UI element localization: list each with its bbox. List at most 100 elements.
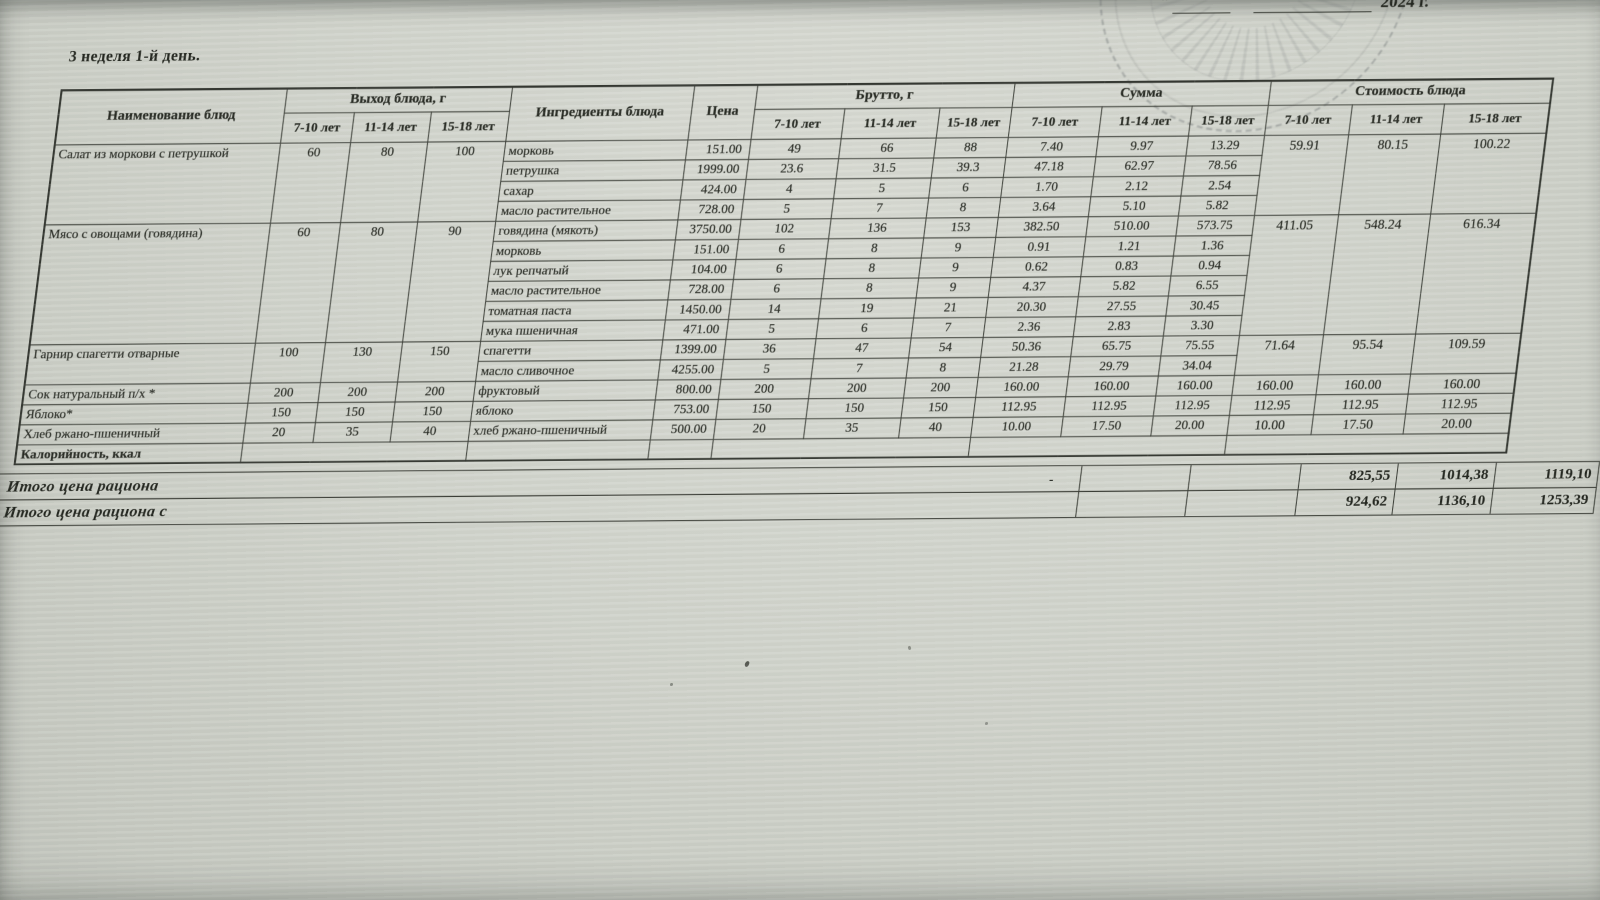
cell-num: 8 [825, 237, 924, 259]
cell-out: 130 [320, 341, 403, 383]
cell-num: 160.00 [1155, 374, 1234, 396]
cell-num: 8 [905, 356, 981, 378]
cell-ing: морковь [502, 139, 688, 161]
cell-num: 112.95 [972, 396, 1066, 417]
cell-num: 29.79 [1067, 355, 1161, 377]
cell-out: 200 [247, 382, 321, 403]
cell-num: 5.10 [1087, 195, 1181, 217]
cell-num: 6 [928, 176, 1003, 198]
cell-num [967, 434, 1227, 457]
cell-price: 728.00 [677, 198, 744, 220]
col-header-sum: Сумма [1011, 80, 1271, 107]
menu-table-body: Салат из моркови с петрушкой 60 80 100 морко… [14, 132, 1547, 465]
cell-num: 36 [722, 338, 816, 359]
cell-num: 20.30 [985, 296, 1078, 317]
cell-num: 47 [813, 337, 911, 359]
cell-ing: масло сливочное [475, 359, 660, 381]
cell-out: 150 [397, 340, 481, 382]
cell-cost: 160.00 [1231, 374, 1319, 395]
cell-num: 0.91 [992, 236, 1086, 257]
cell-out: 200 [317, 381, 398, 403]
cell-num: 34.04 [1157, 354, 1237, 376]
cell-ing: спагетти [477, 339, 663, 361]
quote-mark: " [1158, 0, 1172, 11]
col-header-brutto: Брутто, г [754, 82, 1015, 109]
cell-num: 4.37 [987, 276, 1081, 297]
cell-num: 6 [735, 238, 829, 259]
cell-num: 7 [830, 197, 929, 219]
cell-num: 31.5 [835, 157, 934, 179]
totals-value-7-10: 924,62 [1294, 489, 1395, 516]
cell-ing: лук репчатый [487, 259, 673, 281]
cell-ing: говядина (мякоть) [492, 219, 678, 241]
age-col-header: 11-14 лет [350, 111, 432, 143]
totals-value-11-14: 1136,10 [1391, 488, 1493, 515]
cell-cost: 160.00 [1315, 373, 1411, 395]
cell-price: 500.00 [649, 418, 716, 440]
cell-num: 78.56 [1182, 154, 1262, 176]
cell-num: 8 [823, 257, 921, 279]
totals-value-11-14: 1014,38 [1394, 462, 1496, 489]
cell-price: 104.00 [669, 258, 736, 280]
cell-num: 150 [900, 396, 976, 418]
cell-num: 47.18 [1002, 156, 1096, 177]
cell-num: 66 [838, 137, 936, 159]
cell-num: 5 [740, 198, 834, 219]
cell-num: 0.94 [1170, 254, 1250, 276]
cell-cost: 100.22 [1430, 132, 1547, 214]
cell-num: 27.55 [1075, 295, 1168, 317]
stray-dash-mark: - [1048, 470, 1055, 486]
cell-cost: 112.95 [1405, 392, 1514, 414]
cell-out: 150 [315, 401, 395, 423]
cell-num: 88 [933, 136, 1008, 158]
cell-out: 150 [244, 402, 318, 423]
cell-num: 75.55 [1160, 334, 1239, 356]
cell-ing: сахар [497, 179, 683, 201]
cell-num: 1.21 [1082, 235, 1176, 257]
cell-num: 5.82 [1177, 194, 1257, 216]
age-col-header: 7-10 лет [1007, 106, 1102, 137]
cell-num: 13.29 [1185, 134, 1265, 156]
cell-cost: 616.34 [1415, 212, 1537, 334]
cell-out: 100 [417, 140, 506, 222]
cell-num: 112.95 [1152, 394, 1232, 416]
cell-price: 1399.00 [659, 338, 726, 360]
totals-empty-cell [1187, 464, 1301, 491]
cell-dish: Яблоко* [19, 402, 248, 425]
paper-speck [670, 683, 673, 686]
cell-num: 20 [712, 418, 806, 439]
cell-ing [465, 439, 650, 461]
cell-price: 4255.00 [657, 358, 723, 380]
cell-num: 49 [748, 138, 841, 159]
cell-num: 2.83 [1072, 315, 1166, 337]
cell-price: 3750.00 [674, 218, 741, 240]
totals-label-text: Итого цена рациона с [2, 502, 169, 521]
cell-out: 20 [242, 422, 316, 443]
cell-num: 30.45 [1165, 294, 1245, 316]
cell-out: 60 [270, 142, 351, 223]
year-label: 2024 г. [1379, 0, 1431, 12]
totals-value-7-10: 825,55 [1297, 463, 1398, 490]
cell-num: 153 [923, 216, 998, 238]
cell-cost: 10.00 [1226, 414, 1314, 435]
date-blank-line [1172, 0, 1234, 14]
cell-out: 200 [394, 380, 476, 402]
cell-kcal: Калорийность, ккал [14, 442, 243, 465]
cell-num: 1.70 [1000, 176, 1093, 197]
cell-num: 3.30 [1162, 314, 1242, 336]
totals-label-text: Итого цена рациона [5, 476, 160, 495]
cell-ing: хлеб ржано-пшеничный [467, 419, 653, 441]
age-col-header: 11-14 лет [1097, 105, 1192, 137]
cell-out: 150 [392, 400, 473, 422]
age-col-header: 15-18 лет [935, 106, 1012, 138]
cell-num: 62.97 [1092, 155, 1186, 177]
cell-cost: 160.00 [1407, 372, 1517, 394]
cell-num: 8 [820, 277, 919, 299]
cell-num: 50.36 [980, 336, 1073, 357]
cell-price: 1450.00 [664, 298, 731, 320]
col-header-ingredients: Ингредиенты блюда [505, 85, 695, 141]
age-col-header: 11-14 лет [840, 107, 940, 139]
col-header-price: Цена [687, 84, 758, 140]
cell-price: 1999.00 [682, 158, 749, 180]
